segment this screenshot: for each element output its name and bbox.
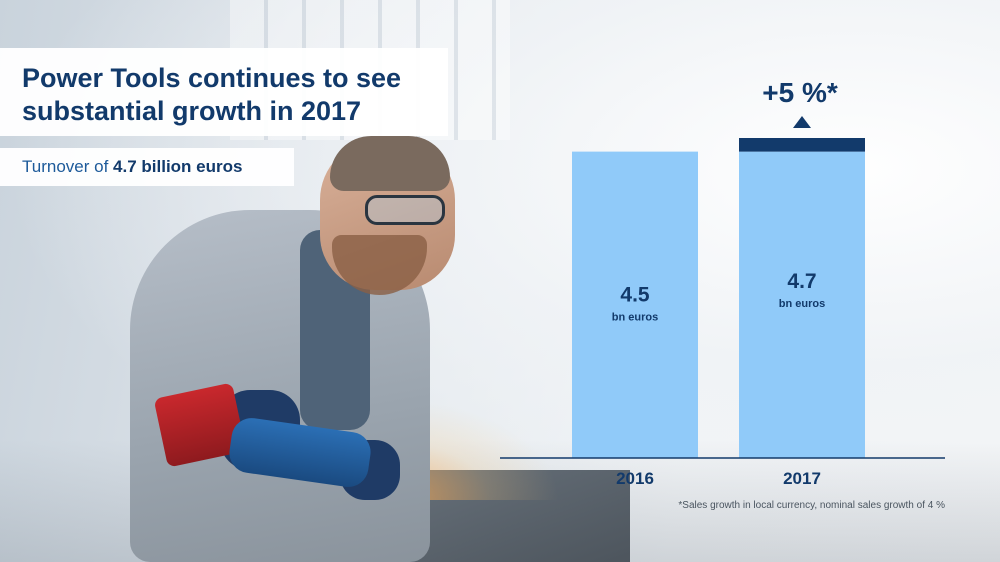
subtitle-box: Turnover of 4.7 billion euros <box>0 148 294 186</box>
subtitle-highlight: 4.7 billion euros <box>113 157 243 176</box>
footnote: *Sales growth in local currency, nominal… <box>678 500 945 511</box>
x-tick-2016: 2016 <box>616 469 654 488</box>
growth-annotation: +5 %* <box>762 77 838 108</box>
bar-2017 <box>739 151 865 459</box>
slide-title-line1: Power Tools continues to see <box>22 63 402 93</box>
value-label-2017: 4.7 <box>787 270 816 293</box>
growth-arrow-icon <box>793 116 811 128</box>
unit-label-2016: bn euros <box>612 312 658 324</box>
slide-title-line2: substantial growth in 2017 <box>22 96 362 126</box>
bar-2016 <box>572 151 698 459</box>
x-tick-2017: 2017 <box>783 469 821 488</box>
subtitle-prefix: Turnover of <box>22 157 114 176</box>
worker-hair <box>330 136 450 191</box>
safety-goggles <box>365 195 445 225</box>
value-label-2016: 4.5 <box>620 284 650 307</box>
title-box: Power Tools continues to see substantial… <box>0 48 448 136</box>
unit-label-2017: bn euros <box>779 298 825 310</box>
bar-growth-increment <box>739 138 865 152</box>
